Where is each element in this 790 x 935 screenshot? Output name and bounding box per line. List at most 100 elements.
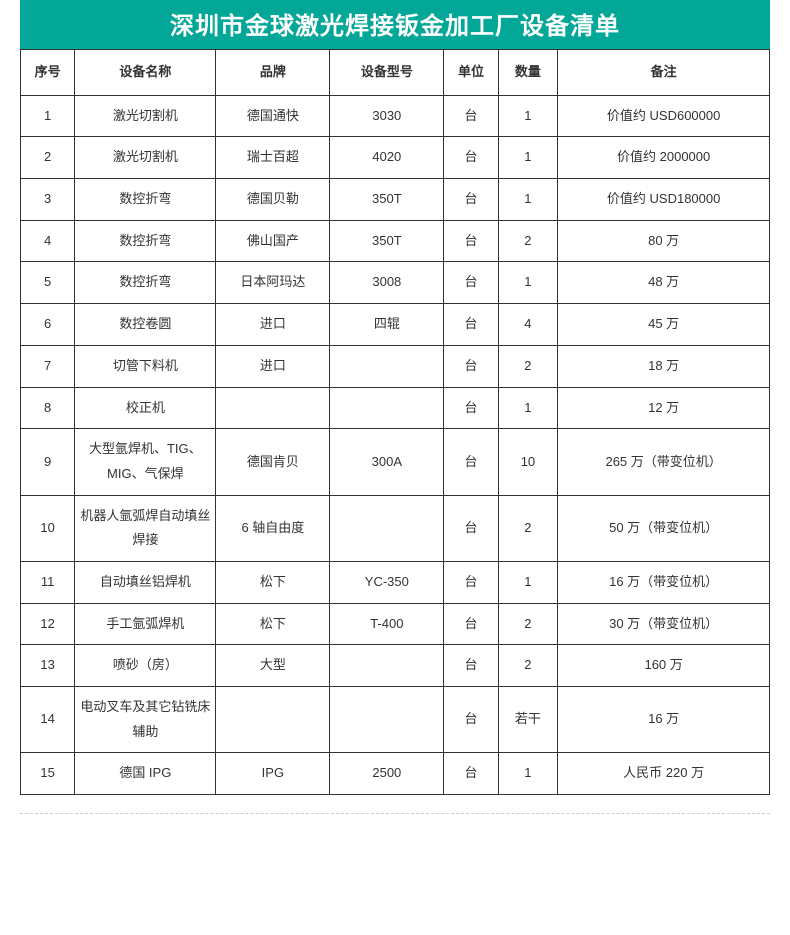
- cell-remark: 48 万: [558, 262, 770, 304]
- cell-num: 11: [21, 561, 75, 603]
- cell-qty: 1: [498, 753, 558, 795]
- cell-num: 8: [21, 387, 75, 429]
- table-body: 1激光切割机德国通快3030台1价值约 USD6000002激光切割机瑞士百超4…: [21, 95, 770, 794]
- table-row: 15德国 IPGIPG2500台1人民币 220 万: [21, 753, 770, 795]
- cell-model: 2500: [330, 753, 444, 795]
- cell-remark: 人民币 220 万: [558, 753, 770, 795]
- cell-name: 电动叉车及其它钻铣床辅助: [75, 687, 216, 753]
- cell-qty: 10: [498, 429, 558, 495]
- cell-brand: 德国贝勒: [216, 179, 330, 221]
- cell-unit: 台: [444, 220, 498, 262]
- cell-model: YC-350: [330, 561, 444, 603]
- col-header-unit: 单位: [444, 50, 498, 96]
- cell-brand: 进口: [216, 345, 330, 387]
- cell-unit: 台: [444, 687, 498, 753]
- cell-unit: 台: [444, 429, 498, 495]
- cell-brand: 6 轴自由度: [216, 495, 330, 561]
- cell-num: 9: [21, 429, 75, 495]
- cell-brand: 瑞士百超: [216, 137, 330, 179]
- cell-name: 激光切割机: [75, 137, 216, 179]
- table-row: 12手工氩弧焊机松下T-400台230 万（带变位机）: [21, 603, 770, 645]
- cell-qty: 1: [498, 179, 558, 221]
- table-row: 9大型氩焊机、TIG、MIG、气保焊德国肯贝300A台10265 万（带变位机）: [21, 429, 770, 495]
- table-row: 6数控卷圆进口四辊台445 万: [21, 304, 770, 346]
- cell-brand: 德国肯贝: [216, 429, 330, 495]
- cell-remark: 45 万: [558, 304, 770, 346]
- cell-qty: 4: [498, 304, 558, 346]
- cell-brand: 进口: [216, 304, 330, 346]
- cell-qty: 1: [498, 137, 558, 179]
- cell-name: 校正机: [75, 387, 216, 429]
- cell-remark: 265 万（带变位机）: [558, 429, 770, 495]
- cell-model: 4020: [330, 137, 444, 179]
- cell-model: 350T: [330, 220, 444, 262]
- cell-unit: 台: [444, 137, 498, 179]
- col-header-num: 序号: [21, 50, 75, 96]
- cell-name: 机器人氩弧焊自动填丝焊接: [75, 495, 216, 561]
- cell-num: 4: [21, 220, 75, 262]
- cell-num: 1: [21, 95, 75, 137]
- cell-model: 3008: [330, 262, 444, 304]
- table-row: 5数控折弯日本阿玛达3008台148 万: [21, 262, 770, 304]
- cell-brand: 大型: [216, 645, 330, 687]
- equipment-table: 序号 设备名称 品牌 设备型号 单位 数量 备注 1激光切割机德国通快3030台…: [20, 49, 770, 795]
- cell-model: [330, 345, 444, 387]
- table-row: 13喷砂（房）大型 台2160 万: [21, 645, 770, 687]
- col-header-qty: 数量: [498, 50, 558, 96]
- cell-name: 数控折弯: [75, 179, 216, 221]
- col-header-model: 设备型号: [330, 50, 444, 96]
- page-title: 深圳市金球激光焊接钣金加工厂设备清单: [20, 0, 770, 49]
- cell-qty: 2: [498, 495, 558, 561]
- cell-model: [330, 495, 444, 561]
- cell-num: 5: [21, 262, 75, 304]
- cell-name: 喷砂（房）: [75, 645, 216, 687]
- cell-model: [330, 645, 444, 687]
- cell-qty: 1: [498, 387, 558, 429]
- cell-remark: 价值约 USD180000: [558, 179, 770, 221]
- cell-model: [330, 387, 444, 429]
- cell-qty: 2: [498, 645, 558, 687]
- cell-remark: 80 万: [558, 220, 770, 262]
- table-row: 1激光切割机德国通快3030台1价值约 USD600000: [21, 95, 770, 137]
- cell-remark: 价值约 2000000: [558, 137, 770, 179]
- cell-unit: 台: [444, 179, 498, 221]
- cell-brand: 日本阿玛达: [216, 262, 330, 304]
- cell-model: [330, 687, 444, 753]
- cell-num: 10: [21, 495, 75, 561]
- bottom-divider: [20, 813, 770, 815]
- equipment-list-container: 深圳市金球激光焊接钣金加工厂设备清单 序号 设备名称 品牌 设备型号 单位 数量…: [20, 0, 770, 795]
- table-row: 8校正机台112 万: [21, 387, 770, 429]
- cell-unit: 台: [444, 561, 498, 603]
- table-row: 7切管下料机进口台218 万: [21, 345, 770, 387]
- cell-name: 数控折弯: [75, 262, 216, 304]
- cell-name: 手工氩弧焊机: [75, 603, 216, 645]
- table-row: 3数控折弯德国贝勒350T台1价值约 USD180000: [21, 179, 770, 221]
- cell-brand: [216, 387, 330, 429]
- col-header-brand: 品牌: [216, 50, 330, 96]
- cell-unit: 台: [444, 345, 498, 387]
- cell-qty: 1: [498, 262, 558, 304]
- cell-unit: 台: [444, 603, 498, 645]
- cell-qty: 1: [498, 95, 558, 137]
- cell-remark: 18 万: [558, 345, 770, 387]
- cell-name: 德国 IPG: [75, 753, 216, 795]
- cell-name: 自动填丝铝焊机: [75, 561, 216, 603]
- cell-brand: IPG: [216, 753, 330, 795]
- cell-qty: 2: [498, 345, 558, 387]
- cell-qty: 1: [498, 561, 558, 603]
- cell-num: 7: [21, 345, 75, 387]
- table-row: 4数控折弯佛山国产350T台280 万: [21, 220, 770, 262]
- cell-qty: 2: [498, 603, 558, 645]
- cell-unit: 台: [444, 645, 498, 687]
- cell-brand: 松下: [216, 561, 330, 603]
- cell-remark: 160 万: [558, 645, 770, 687]
- col-header-name: 设备名称: [75, 50, 216, 96]
- cell-model: 300A: [330, 429, 444, 495]
- cell-name: 数控折弯: [75, 220, 216, 262]
- table-row: 2激光切割机瑞士百超4020台1价值约 2000000: [21, 137, 770, 179]
- cell-name: 大型氩焊机、TIG、MIG、气保焊: [75, 429, 216, 495]
- cell-remark: 价值约 USD600000: [558, 95, 770, 137]
- cell-unit: 台: [444, 262, 498, 304]
- cell-num: 13: [21, 645, 75, 687]
- cell-num: 2: [21, 137, 75, 179]
